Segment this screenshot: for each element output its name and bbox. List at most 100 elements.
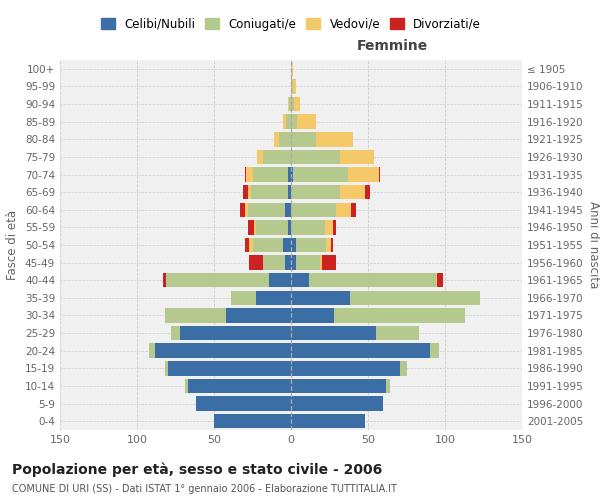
Bar [348, 168, 379, 181]
Bar [291, 220, 325, 234]
Bar [226, 308, 291, 322]
Bar [293, 79, 296, 94]
Text: Femmine: Femmine [357, 38, 428, 52]
Bar [245, 202, 248, 217]
Bar [291, 326, 376, 340]
Bar [263, 256, 285, 270]
Bar [248, 202, 285, 217]
Bar [185, 378, 188, 393]
Bar [288, 220, 291, 234]
Bar [291, 273, 310, 287]
Text: COMUNE DI URI (SS) - Dati ISTAT 1° gennaio 2006 - Elaborazione TUTTITALIA.IT: COMUNE DI URI (SS) - Dati ISTAT 1° genna… [12, 484, 397, 494]
Bar [293, 168, 348, 181]
Bar [289, 97, 291, 112]
Bar [296, 256, 320, 270]
Bar [291, 97, 294, 112]
Bar [332, 220, 335, 234]
Bar [248, 220, 254, 234]
Bar [297, 114, 316, 129]
Bar [296, 238, 326, 252]
Bar [430, 344, 439, 358]
Bar [376, 326, 419, 340]
Bar [165, 361, 168, 376]
Bar [243, 185, 248, 200]
Bar [291, 256, 296, 270]
Bar [291, 290, 350, 305]
Bar [351, 202, 356, 217]
Bar [263, 150, 291, 164]
Bar [291, 202, 335, 217]
Bar [386, 378, 389, 393]
Bar [163, 273, 166, 287]
Bar [331, 238, 332, 252]
Bar [294, 97, 300, 112]
Bar [214, 414, 291, 428]
Bar [250, 256, 263, 270]
Bar [291, 168, 293, 181]
Bar [257, 150, 263, 164]
Bar [350, 290, 481, 305]
Bar [166, 273, 269, 287]
Bar [149, 344, 155, 358]
Bar [437, 273, 443, 287]
Bar [245, 238, 250, 252]
Y-axis label: Anni di nascita: Anni di nascita [587, 202, 600, 288]
Bar [256, 290, 291, 305]
Bar [253, 238, 283, 252]
Bar [180, 326, 291, 340]
Bar [155, 344, 291, 358]
Bar [365, 185, 370, 200]
Bar [291, 185, 340, 200]
Bar [171, 326, 180, 340]
Bar [247, 168, 253, 181]
Text: Popolazione per età, sesso e stato civile - 2006: Popolazione per età, sesso e stato civil… [12, 462, 382, 477]
Bar [165, 308, 226, 322]
Bar [248, 185, 251, 200]
Bar [196, 396, 291, 411]
Bar [325, 220, 332, 234]
Bar [250, 238, 253, 252]
Bar [291, 308, 334, 322]
Bar [291, 62, 293, 76]
Bar [340, 185, 365, 200]
Bar [283, 238, 291, 252]
Bar [240, 202, 245, 217]
Bar [283, 114, 286, 129]
Bar [291, 414, 365, 428]
Bar [288, 185, 291, 200]
Bar [291, 132, 316, 146]
Bar [274, 132, 278, 146]
Bar [322, 256, 335, 270]
Bar [253, 168, 288, 181]
Bar [188, 378, 291, 393]
Bar [278, 132, 291, 146]
Bar [254, 220, 256, 234]
Bar [288, 97, 289, 112]
Bar [251, 185, 288, 200]
Bar [340, 150, 374, 164]
Y-axis label: Fasce di età: Fasce di età [7, 210, 19, 280]
Bar [320, 256, 322, 270]
Bar [291, 114, 297, 129]
Bar [436, 273, 437, 287]
Bar [231, 290, 256, 305]
Bar [326, 238, 331, 252]
Bar [335, 202, 351, 217]
Bar [379, 168, 380, 181]
Bar [285, 256, 291, 270]
Bar [256, 220, 288, 234]
Bar [291, 361, 400, 376]
Bar [286, 114, 291, 129]
Bar [400, 361, 407, 376]
Bar [316, 132, 353, 146]
Legend: Celibi/Nubili, Coniugati/e, Vedovi/e, Divorziati/e: Celibi/Nubili, Coniugati/e, Vedovi/e, Di… [97, 14, 485, 34]
Bar [168, 361, 291, 376]
Bar [334, 308, 465, 322]
Bar [291, 396, 383, 411]
Bar [285, 202, 291, 217]
Bar [245, 168, 247, 181]
Bar [291, 378, 386, 393]
Bar [269, 273, 291, 287]
Bar [291, 150, 340, 164]
Bar [291, 238, 296, 252]
